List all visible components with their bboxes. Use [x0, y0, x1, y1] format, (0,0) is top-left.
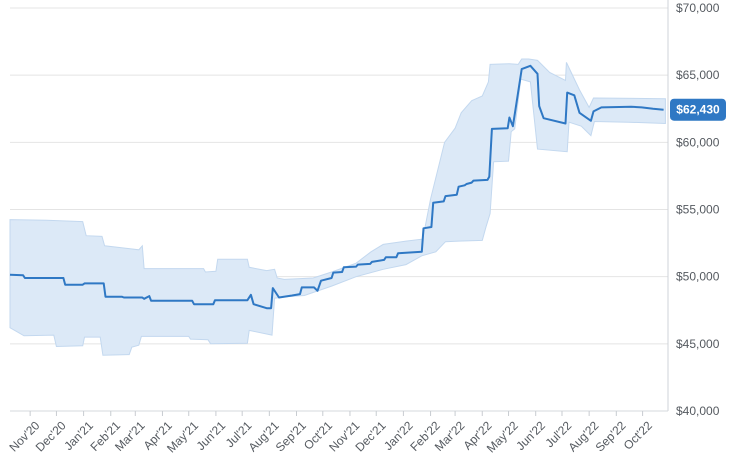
- current-value-badge-bg: [670, 98, 726, 121]
- y-tick-label: $50,000: [676, 270, 720, 284]
- x-tick-label: Sep'22: [593, 418, 629, 454]
- y-tick-label: $45,000: [676, 337, 720, 351]
- x-tick-label: Oct'22: [621, 418, 655, 452]
- x-tick-label: Sep'21: [273, 418, 309, 454]
- y-axis-ticks: $40,000 $45,000 $50,000 $55,000 $60,000 $65,0…: [676, 1, 720, 418]
- x-tick-label: Jun'21: [194, 418, 229, 453]
- price-line: [9, 64, 664, 310]
- x-tick-label: Dec'20: [33, 418, 69, 454]
- x-axis-ticks: Nov'20Dec'20Jan'21Feb'21Mar'21Apr'21May'…: [6, 411, 655, 455]
- price-range-band: [9, 58, 666, 356]
- x-tick-label: Jun'22: [513, 418, 548, 453]
- current-value-badge: $62,430: [670, 98, 726, 121]
- y-tick-label: $40,000: [676, 404, 720, 418]
- y-tick-label: $65,000: [676, 68, 720, 82]
- x-tick-label: Dec'21: [353, 418, 389, 454]
- current-value-label: $62,430: [676, 103, 720, 117]
- y-tick-label: $55,000: [676, 203, 720, 217]
- y-tick-label: $60,000: [676, 135, 720, 149]
- y-tick-label: $70,000: [676, 1, 720, 15]
